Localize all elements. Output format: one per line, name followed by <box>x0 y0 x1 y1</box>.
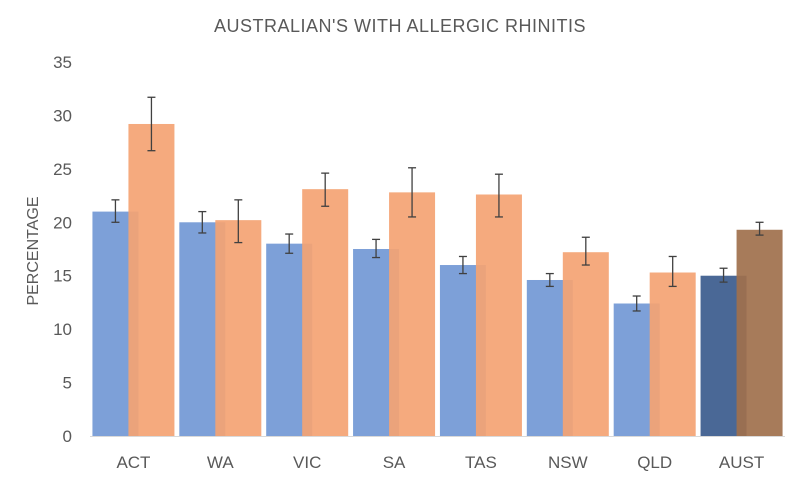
y-tick-label: 10 <box>53 320 72 339</box>
y-tick-label: 25 <box>53 160 72 179</box>
error-bar-aust-series-2 <box>755 221 764 236</box>
bar-sa-series-2 <box>389 192 436 436</box>
y-tick-label: 15 <box>53 267 72 286</box>
error-bar-tas-series-2 <box>494 173 503 218</box>
x-tick-label: QLD <box>637 453 672 472</box>
y-tick-label: 20 <box>53 213 72 232</box>
error-bar-vic-series-2 <box>321 172 330 207</box>
x-tick-label: VIC <box>293 453 321 472</box>
error-bar-nsw-series-1 <box>545 272 554 288</box>
bars <box>92 123 783 436</box>
bar-qld-series-2 <box>649 272 696 436</box>
y-axis: 0 5 10 15 20 25 30 35 <box>53 53 72 446</box>
y-tick-label: 35 <box>53 53 72 72</box>
y-tick-label: 30 <box>53 106 72 125</box>
bar-vic-series-2 <box>302 189 349 436</box>
error-bars <box>111 96 764 312</box>
error-bar-nsw-series-2 <box>581 236 590 266</box>
error-bar-aust-series-1 <box>719 267 728 283</box>
x-tick-label: SA <box>383 453 406 472</box>
x-tick-label: TAS <box>465 453 497 472</box>
y-axis-label: PERCENTAGE <box>25 196 42 305</box>
error-bar-act-series-1 <box>111 199 120 223</box>
bar-tas-series-2 <box>475 194 522 436</box>
bar-nsw-series-2 <box>562 252 609 436</box>
y-tick-label: 0 <box>63 427 72 446</box>
error-bar-wa-series-2 <box>234 199 243 244</box>
error-bar-sa-series-2 <box>408 167 417 218</box>
bar-aust-series-2 <box>736 229 783 436</box>
error-bar-act-series-2 <box>147 96 156 152</box>
error-bar-vic-series-1 <box>285 233 294 254</box>
y-tick-label: 5 <box>63 374 72 393</box>
error-bar-wa-series-1 <box>198 210 207 234</box>
bar-act-series-2 <box>128 123 175 436</box>
error-bar-qld-series-2 <box>668 255 677 288</box>
error-bar-qld-series-1 <box>632 295 641 312</box>
x-tick-label: WA <box>207 453 234 472</box>
x-tick-label: NSW <box>548 453 588 472</box>
x-tick-label: AUST <box>719 453 764 472</box>
chart-title: AUSTRALIAN'S WITH ALLERGIC RHINITIS <box>214 16 586 36</box>
error-bar-tas-series-1 <box>458 255 467 275</box>
error-bar-sa-series-1 <box>372 238 381 259</box>
x-tick-label: ACT <box>116 453 150 472</box>
x-axis: ACT WA VIC SA TAS NSW QLD AUST <box>116 453 764 472</box>
bar-wa-series-2 <box>215 220 262 436</box>
